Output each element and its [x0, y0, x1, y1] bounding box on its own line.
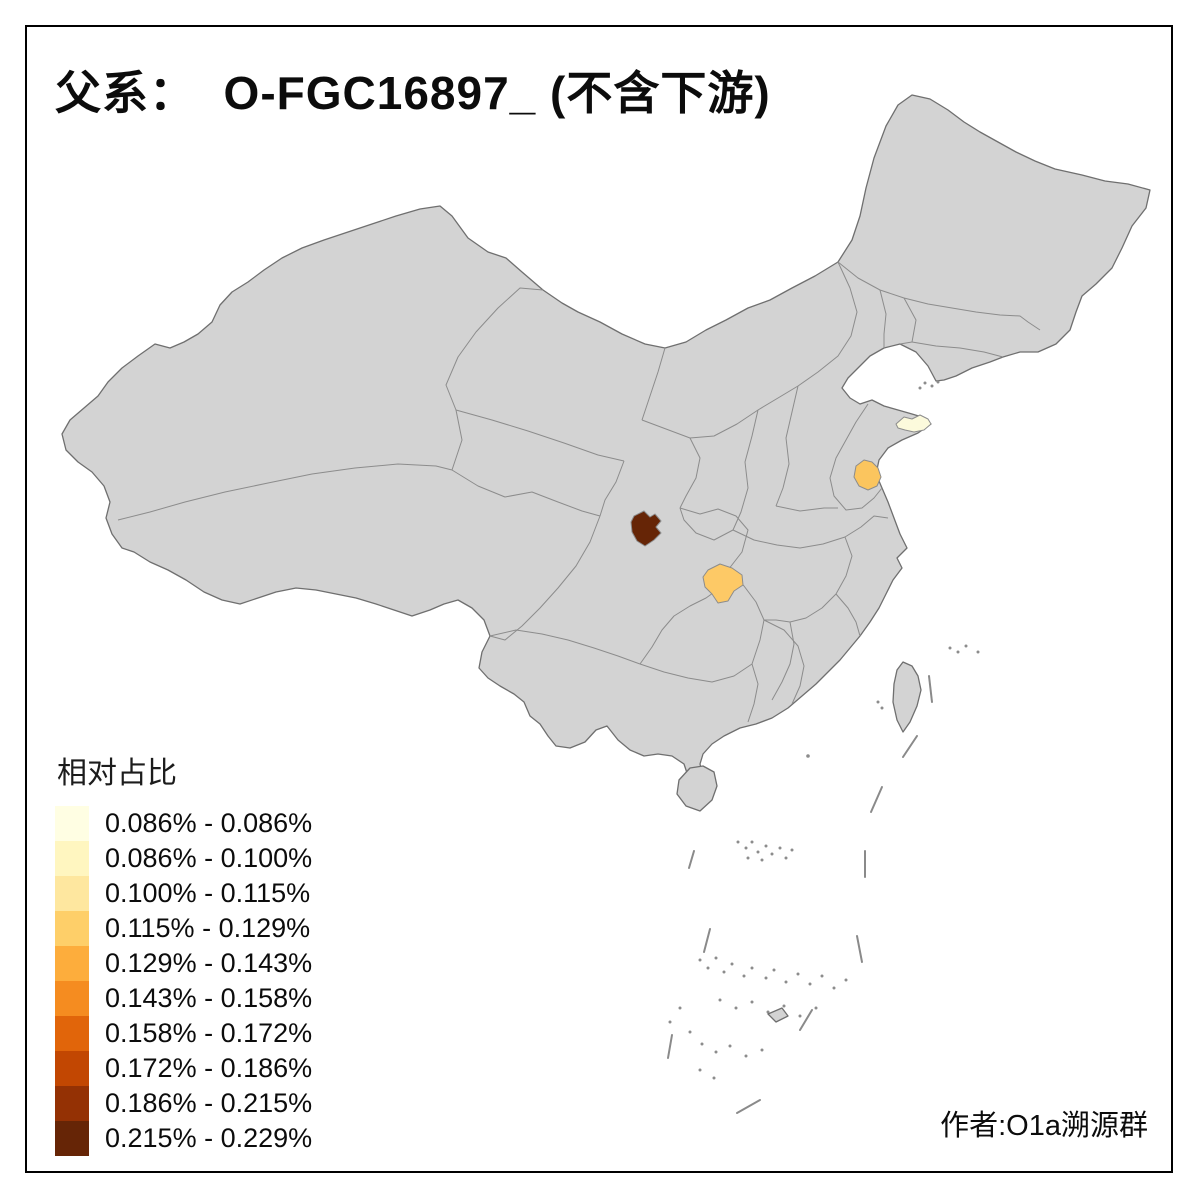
hainan-island: [676, 765, 718, 812]
legend-item: 0.115% - 0.129%: [55, 911, 312, 946]
legend-item-label: 0.215% - 0.229%: [105, 1123, 313, 1153]
legend-color-swatch: [55, 946, 89, 981]
region-west-hubei: [702, 563, 744, 604]
legend-item-label: 0.172% - 0.186%: [105, 1053, 313, 1083]
legend-item: 0.086% - 0.086%: [55, 806, 312, 841]
author-credit: 作者:O1a溯源群: [940, 1110, 1148, 1142]
region-shandong-peninsula-tip: [895, 414, 932, 433]
legend-item: 0.158% - 0.172%: [55, 1016, 312, 1051]
legend-items: 0.086% - 0.086% 0.086% - 0.100% 0.100% - 0…: [55, 806, 312, 1156]
legend-item-label: 0.086% - 0.086%: [105, 808, 313, 838]
taiwan-island: [892, 661, 922, 733]
legend-title: 相对占比: [57, 757, 177, 790]
legend-item: 0.129% - 0.143%: [55, 946, 312, 981]
legend-color-swatch: [55, 981, 89, 1016]
legend-item-label: 0.100% - 0.115%: [105, 878, 311, 908]
legend-color-swatch: [55, 1016, 89, 1051]
legend-item-label: 0.158% - 0.172%: [105, 1018, 313, 1048]
legend-item: 0.143% - 0.158%: [55, 981, 312, 1016]
legend-color-swatch: [55, 911, 89, 946]
legend-color-swatch: [55, 1051, 89, 1086]
legend-item-label: 0.086% - 0.100%: [105, 843, 313, 873]
legend-item: 0.172% - 0.186%: [55, 1051, 312, 1086]
region-north-sichuan: [630, 510, 662, 547]
legend-item-label: 0.115% - 0.129%: [105, 913, 311, 943]
province-borders: [117, 261, 1041, 723]
legend-color-swatch: [55, 841, 89, 876]
legend-color-swatch: [55, 806, 89, 841]
legend-item-label: 0.129% - 0.143%: [105, 948, 313, 978]
legend-color-swatch: [55, 1121, 89, 1156]
legend-item: 0.086% - 0.100%: [55, 841, 312, 876]
legend-item: 0.215% - 0.229%: [55, 1121, 312, 1156]
small-islands: [668, 380, 980, 1080]
legend-color-swatch: [55, 876, 89, 911]
china-mainland-outline: [61, 94, 1151, 785]
legend-item-label: 0.186% - 0.215%: [105, 1088, 313, 1118]
figure-title: 父系： O-FGC16897_ (不含下游): [55, 67, 771, 119]
legend-item-label: 0.143% - 0.158%: [105, 983, 313, 1013]
legend-item: 0.100% - 0.115%: [55, 876, 312, 911]
legend: 相对占比 0.086% - 0.086% 0.086% - 0.100% 0.100…: [55, 748, 312, 1156]
legend-item: 0.186% - 0.215%: [55, 1086, 312, 1121]
nine-dash-line: [667, 675, 933, 1114]
legend-color-swatch: [55, 1086, 89, 1121]
region-jiangsu-north-coast: [853, 459, 882, 491]
highlighted-regions: [630, 414, 932, 604]
